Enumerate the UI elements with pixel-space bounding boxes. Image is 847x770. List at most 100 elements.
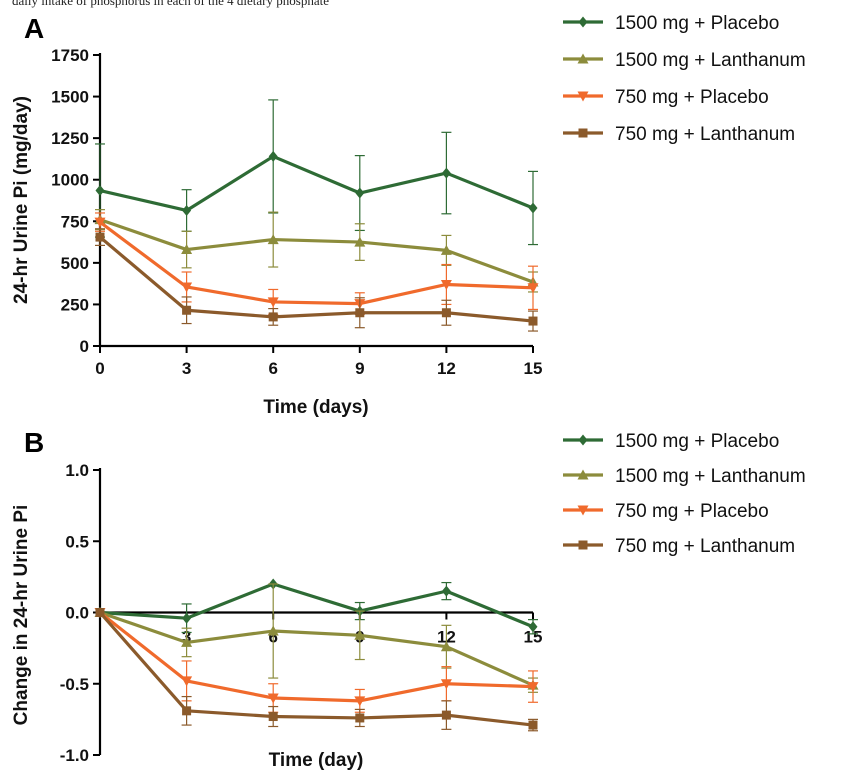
panel-b-legend-label: 750 mg + Placebo <box>615 501 769 522</box>
panel-a-data-point <box>181 282 193 293</box>
panel-letter-a: A <box>24 13 44 44</box>
panel-a-y-tick-label: 1750 <box>51 46 89 65</box>
panel-b-data-point <box>441 585 451 597</box>
panel-b-legend: 1500 mg + Placebo 1500 mg + Lanthanum 750 … <box>563 431 806 557</box>
panel-b-data-point <box>355 713 365 723</box>
panel-b-series-line <box>99 611 534 703</box>
panel-a-y-tick-label: 500 <box>61 254 89 273</box>
panel-a-legend: 1500 mg + Placebo 1500 mg + Lanthanum 750 … <box>563 13 806 145</box>
panel-b-series <box>94 578 539 732</box>
panel-a-legend-label: 1500 mg + Lanthanum <box>615 50 806 71</box>
panel-b-legend-marker <box>578 540 588 550</box>
panel-a-data-point <box>268 150 278 162</box>
panel-a-series <box>94 99 539 332</box>
panel-a-data-point <box>528 202 538 214</box>
panel-letter-b: B <box>24 427 44 458</box>
panel-a-legend-entry: 1500 mg + Lanthanum <box>563 50 806 71</box>
panel-b-data-point <box>181 636 193 647</box>
panel-b-data-point <box>95 608 105 617</box>
panel-b-legend-marker <box>577 505 589 516</box>
panel-a-y-tick-label: 0 <box>80 337 89 356</box>
panel-a-legend-marker <box>578 128 588 138</box>
panel-a-data-point <box>182 305 192 315</box>
panel-b-data-point <box>182 612 192 624</box>
panel-a-y-tick-label: 1500 <box>51 88 89 107</box>
panel-a-data-point <box>354 236 366 247</box>
panel-b-legend-entry: 1500 mg + Lanthanum <box>563 466 806 487</box>
panel-b-legend-entry: 750 mg + Placebo <box>563 501 769 522</box>
panel-a-series-line <box>99 220 534 306</box>
panel-a-y-tick-label: 1250 <box>51 129 89 148</box>
panel-a-legend-label: 1500 mg + Placebo <box>615 13 779 34</box>
panel-a-data-point <box>95 232 105 242</box>
panel-b-y-axis-title: Change in 24-hr Urine Pi <box>11 505 32 726</box>
panel-b-data-point <box>440 679 452 690</box>
panel-b-series-line <box>99 610 534 687</box>
panel-a-legend-marker <box>578 16 588 28</box>
panel-a-data-point <box>267 234 279 245</box>
panel-a-y-axis-title: 24-hr Urine Pi (mg/day) <box>11 96 32 304</box>
panel-b-data-point <box>527 682 539 693</box>
panel-b-data-point <box>354 629 366 640</box>
panel-b-data-point <box>267 625 279 636</box>
panel-a-legend-marker <box>577 53 589 64</box>
panel-a-data-point <box>182 204 192 216</box>
panel-b-data-point <box>528 621 538 633</box>
panel-a-x-tick-label: 0 <box>95 359 104 378</box>
panel-b-y-tick-label: 0.0 <box>65 604 89 623</box>
panel-a-series-2 <box>94 212 539 316</box>
panel-b-legend-label: 1500 mg + Lanthanum <box>615 466 806 487</box>
panel-a-data-point <box>527 283 539 294</box>
panel-a-data-point <box>268 312 278 322</box>
panel-a-series-line <box>99 218 534 284</box>
panel-b-data-point <box>440 641 452 652</box>
panel-a-data-point <box>181 244 193 255</box>
panel-a-data-point <box>528 316 538 326</box>
panel-a-data-point <box>355 308 365 318</box>
panel-a-series-line <box>99 154 534 213</box>
panel-a-y-tick-label: 1000 <box>51 171 89 190</box>
panel-a-series-1 <box>94 209 539 293</box>
panel-b-series-line <box>99 582 534 629</box>
panel-b-y-tick-label: 1.0 <box>65 461 89 480</box>
panel-b-y-tick-label: -1.0 <box>60 746 89 765</box>
panel-b-data-point <box>354 696 366 707</box>
panel-a-data-point <box>440 244 452 255</box>
panel-a-x-tick-label: 12 <box>437 359 456 378</box>
panel-b-data-point <box>528 720 538 730</box>
panel-a-x-tick-label: 15 <box>524 359 543 378</box>
panel-a-data-point <box>441 308 451 318</box>
panel-b-x-axis-title: Time (day) <box>269 750 364 770</box>
panel-a-legend-marker <box>577 91 589 102</box>
panel-a-axes: 0 250 500 750 1000 1250 1500 1750 0 3 6 9 12 15 <box>51 46 542 378</box>
panel-b-series-line <box>98 611 534 727</box>
panel-b-y-tick-label: -0.5 <box>60 675 89 694</box>
panel-b-data-point <box>182 706 192 716</box>
panel-b-series-0 <box>95 578 538 635</box>
panel-a-series-line <box>98 235 534 323</box>
panel-a-x-tick-label: 6 <box>268 359 277 378</box>
panel-a: A 0 250 500 750 1000 1250 1500 1750 0 3 6 9 12 15 Tim… <box>11 13 806 418</box>
panel-b-x-tick-label: 15 <box>524 628 543 647</box>
panel-a-x-tick-label: 3 <box>182 359 191 378</box>
panel-a-data-point <box>441 167 451 179</box>
panel-a-series-3 <box>95 228 538 332</box>
panel-a-data-point <box>440 279 452 290</box>
panel-a-legend-label: 750 mg + Lanthanum <box>615 124 795 145</box>
panel-a-legend-entry: 1500 mg + Placebo <box>563 13 779 34</box>
panel-b-legend-entry: 750 mg + Lanthanum <box>563 536 795 557</box>
panel-a-legend-entry: 750 mg + Lanthanum <box>563 124 795 145</box>
panel-b-y-tick-label: 0.5 <box>65 532 89 551</box>
panel-b-legend-marker <box>578 434 588 446</box>
panel-a-y-tick-label: 750 <box>61 212 89 231</box>
panel-a-legend-entry: 750 mg + Placebo <box>563 87 769 108</box>
panel-b-data-point <box>441 710 451 720</box>
panel-b-data-point <box>268 712 278 722</box>
panel-a-data-point <box>95 185 105 197</box>
panel-b-series-2 <box>94 608 539 713</box>
caption-fragment: daily intake of phosphorus in each of th… <box>12 0 329 8</box>
panel-a-data-point <box>267 297 279 308</box>
panel-b-legend-entry: 1500 mg + Placebo <box>563 431 779 452</box>
panel-a-data-point <box>355 187 365 199</box>
